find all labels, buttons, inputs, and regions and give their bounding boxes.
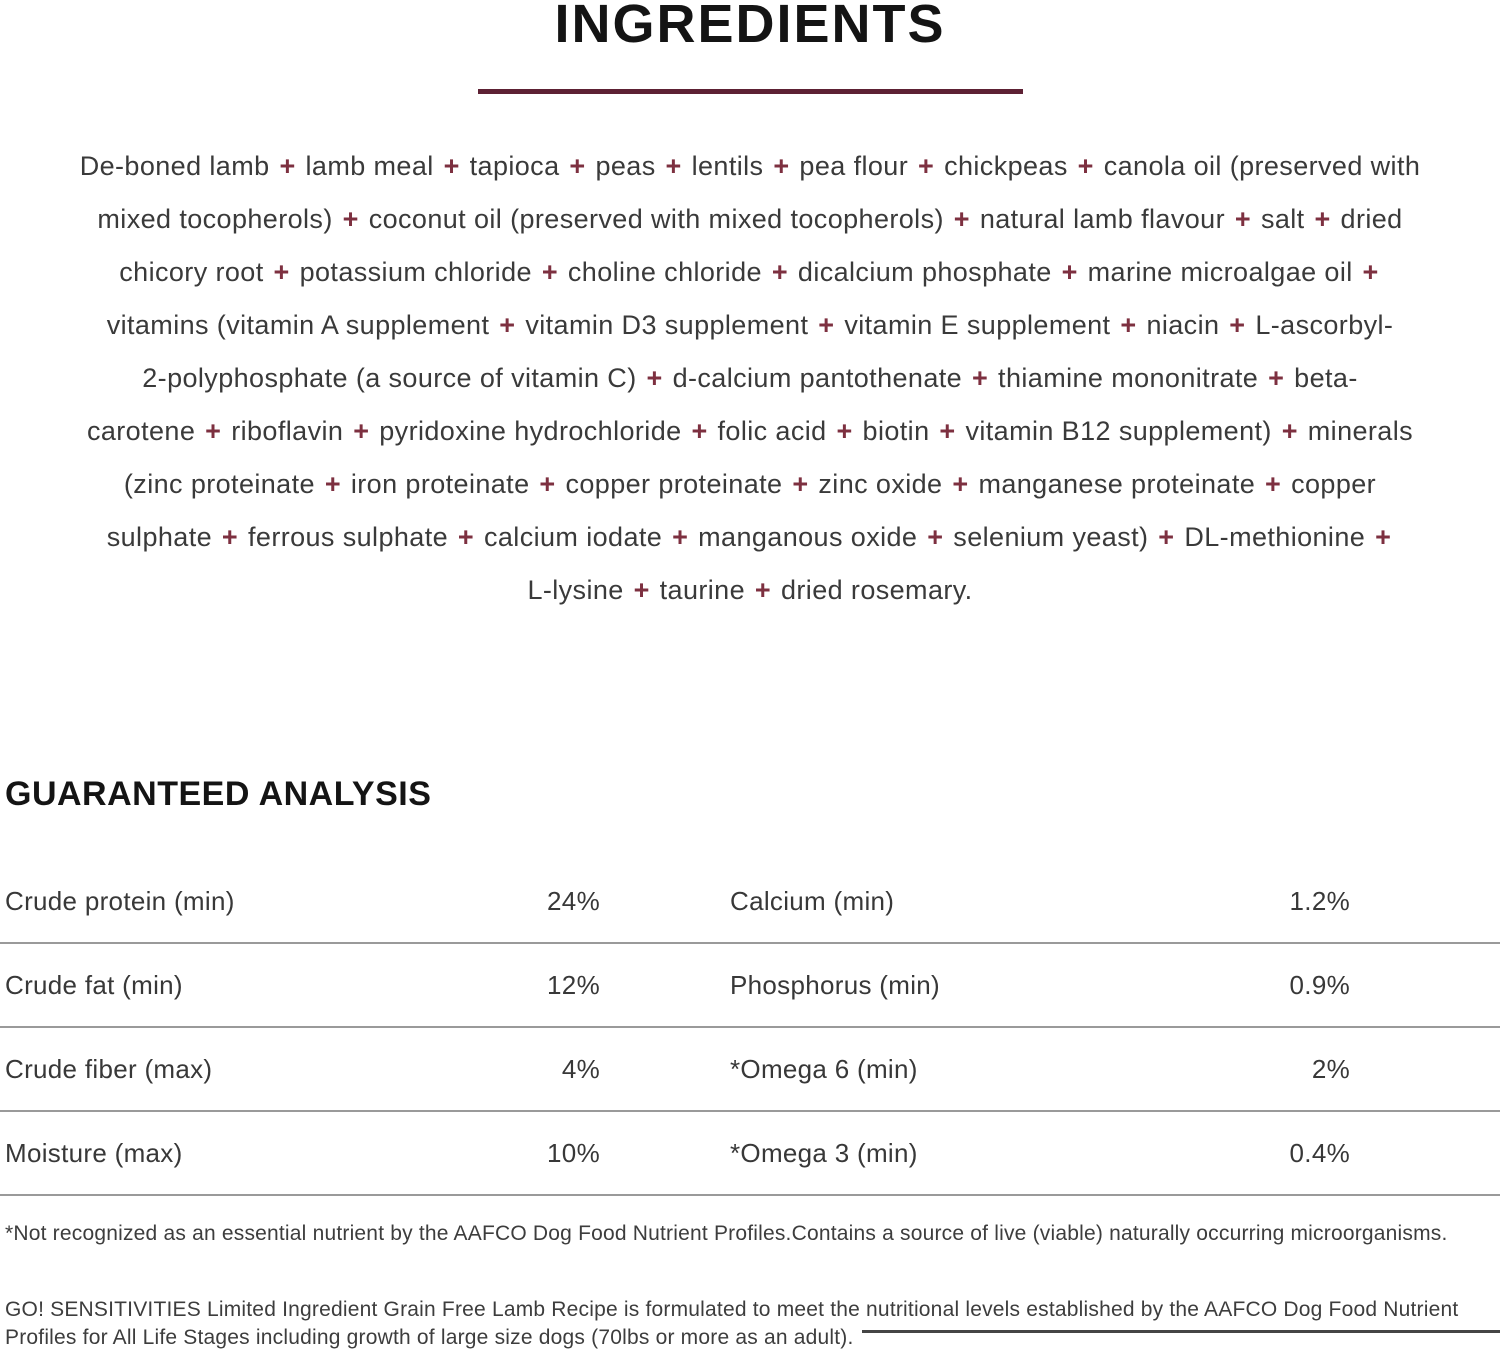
plus-separator: + bbox=[1229, 310, 1246, 340]
plus-separator: + bbox=[1362, 257, 1379, 287]
ingredients-line: De-boned lamb + lamb meal + tapioca + pe… bbox=[79, 151, 1421, 181]
ingredients-line: L-lysine + taurine + dried rosemary. bbox=[527, 575, 973, 605]
analysis-value: 0.4% bbox=[1289, 1137, 1350, 1168]
table-row: Moisture (max) 10% *Omega 3 (min) 0.4% bbox=[0, 1112, 1500, 1196]
aafco-footnote: *Not recognized as an essential nutrient… bbox=[5, 1222, 1448, 1245]
table-row: Crude fat (min) 12% Phosphorus (min) 0.9% bbox=[0, 944, 1500, 1028]
ingredients-line: vitamins (vitamin A supplement + vitamin… bbox=[106, 310, 1394, 340]
plus-separator: + bbox=[1281, 416, 1298, 446]
plus-separator: + bbox=[541, 257, 558, 287]
guaranteed-analysis-table: Crude protein (min) 24% Calcium (min) 1.2% C… bbox=[0, 860, 1500, 1196]
plus-separator: + bbox=[324, 469, 341, 499]
ingredients-title: INGREDIENTS bbox=[554, 0, 946, 54]
analysis-label: Calcium (min) bbox=[730, 885, 895, 916]
ingredients-line: carotene + riboflavin + pyridoxine hydro… bbox=[86, 416, 1414, 446]
plus-separator: + bbox=[953, 204, 970, 234]
plus-separator: + bbox=[205, 416, 222, 446]
plus-separator: + bbox=[1120, 310, 1137, 340]
plus-separator: + bbox=[665, 151, 682, 181]
plus-separator: + bbox=[952, 469, 969, 499]
plus-separator: + bbox=[1158, 522, 1175, 552]
plus-separator: + bbox=[279, 151, 296, 181]
analysis-value: 4% bbox=[561, 1053, 600, 1084]
plus-separator: + bbox=[457, 522, 475, 552]
analysis-value: 1.2% bbox=[1289, 885, 1350, 916]
ingredients-line: sulphate + ferrous sulphate + calcium io… bbox=[106, 522, 1392, 552]
analysis-value: 24% bbox=[547, 885, 600, 916]
plus-separator: + bbox=[1375, 522, 1392, 552]
plus-separator: + bbox=[754, 575, 772, 605]
analysis-label: Crude fat (min) bbox=[5, 969, 183, 1000]
ingredients-paragraph: De-boned lamb + lamb meal + tapioca + pe… bbox=[0, 140, 1500, 617]
plus-separator: + bbox=[1268, 363, 1285, 393]
plus-separator: + bbox=[1061, 257, 1078, 287]
analysis-value: 0.9% bbox=[1289, 969, 1350, 1000]
ingredients-line: (zinc proteinate + iron proteinate + cop… bbox=[123, 469, 1377, 499]
guaranteed-analysis-heading: GUARANTEED ANALYSIS bbox=[5, 775, 432, 813]
plus-separator: + bbox=[792, 469, 809, 499]
plus-separator: + bbox=[353, 416, 370, 446]
plus-separator: + bbox=[818, 310, 835, 340]
ingredients-line: mixed tocopherols) + coconut oil (preser… bbox=[97, 204, 1403, 234]
plus-separator: + bbox=[836, 416, 853, 446]
plus-separator: + bbox=[342, 204, 359, 234]
plus-separator: + bbox=[221, 522, 239, 552]
formulation-statement: GO! SENSITIVITIES Limited Ingredient Gra… bbox=[5, 1296, 1500, 1352]
title-underline-rule bbox=[477, 89, 1023, 94]
plus-separator: + bbox=[569, 151, 586, 181]
plus-separator: + bbox=[691, 416, 708, 446]
plus-separator: + bbox=[939, 416, 956, 446]
formulation-line: GO! SENSITIVITIES Limited Ingredient Gra… bbox=[5, 1298, 1459, 1321]
table-row: Crude fiber (max) 4% *Omega 6 (min) 2% bbox=[0, 1028, 1500, 1112]
analysis-label: *Omega 3 (min) bbox=[730, 1137, 918, 1168]
plus-separator: + bbox=[1314, 204, 1331, 234]
analysis-label: *Omega 6 (min) bbox=[730, 1053, 918, 1084]
plus-separator: + bbox=[499, 310, 516, 340]
plus-separator: + bbox=[672, 522, 689, 552]
table-row: Crude protein (min) 24% Calcium (min) 1.2% bbox=[0, 860, 1500, 944]
plus-separator: + bbox=[773, 151, 790, 181]
ingredients-line: 2-polyphosphate (a source of vitamin C) … bbox=[142, 363, 1358, 393]
plus-separator: + bbox=[1234, 204, 1252, 234]
formulation-line: Profiles for All Life Stages including g… bbox=[5, 1326, 854, 1349]
plus-separator: + bbox=[1265, 469, 1282, 499]
analysis-label: Phosphorus (min) bbox=[730, 969, 940, 1000]
plus-separator: + bbox=[633, 575, 650, 605]
analysis-value: 12% bbox=[547, 969, 600, 1000]
plus-separator: + bbox=[646, 363, 663, 393]
plus-separator: + bbox=[1077, 151, 1094, 181]
analysis-value: 10% bbox=[547, 1137, 600, 1168]
analysis-value: 2% bbox=[1311, 1053, 1350, 1084]
plus-separator: + bbox=[539, 469, 556, 499]
plus-separator: + bbox=[927, 522, 944, 552]
plus-separator: + bbox=[918, 151, 935, 181]
analysis-label: Crude fiber (max) bbox=[5, 1053, 213, 1084]
plus-separator: + bbox=[443, 151, 460, 181]
plus-separator: + bbox=[273, 257, 290, 287]
cropped-divider bbox=[862, 1330, 1500, 1333]
analysis-label: Crude protein (min) bbox=[5, 885, 235, 916]
ingredients-line: chicory root + potassium chloride + chol… bbox=[119, 257, 1379, 287]
analysis-label: Moisture (max) bbox=[5, 1137, 183, 1168]
plus-separator: + bbox=[971, 363, 989, 393]
plus-separator: + bbox=[771, 257, 788, 287]
